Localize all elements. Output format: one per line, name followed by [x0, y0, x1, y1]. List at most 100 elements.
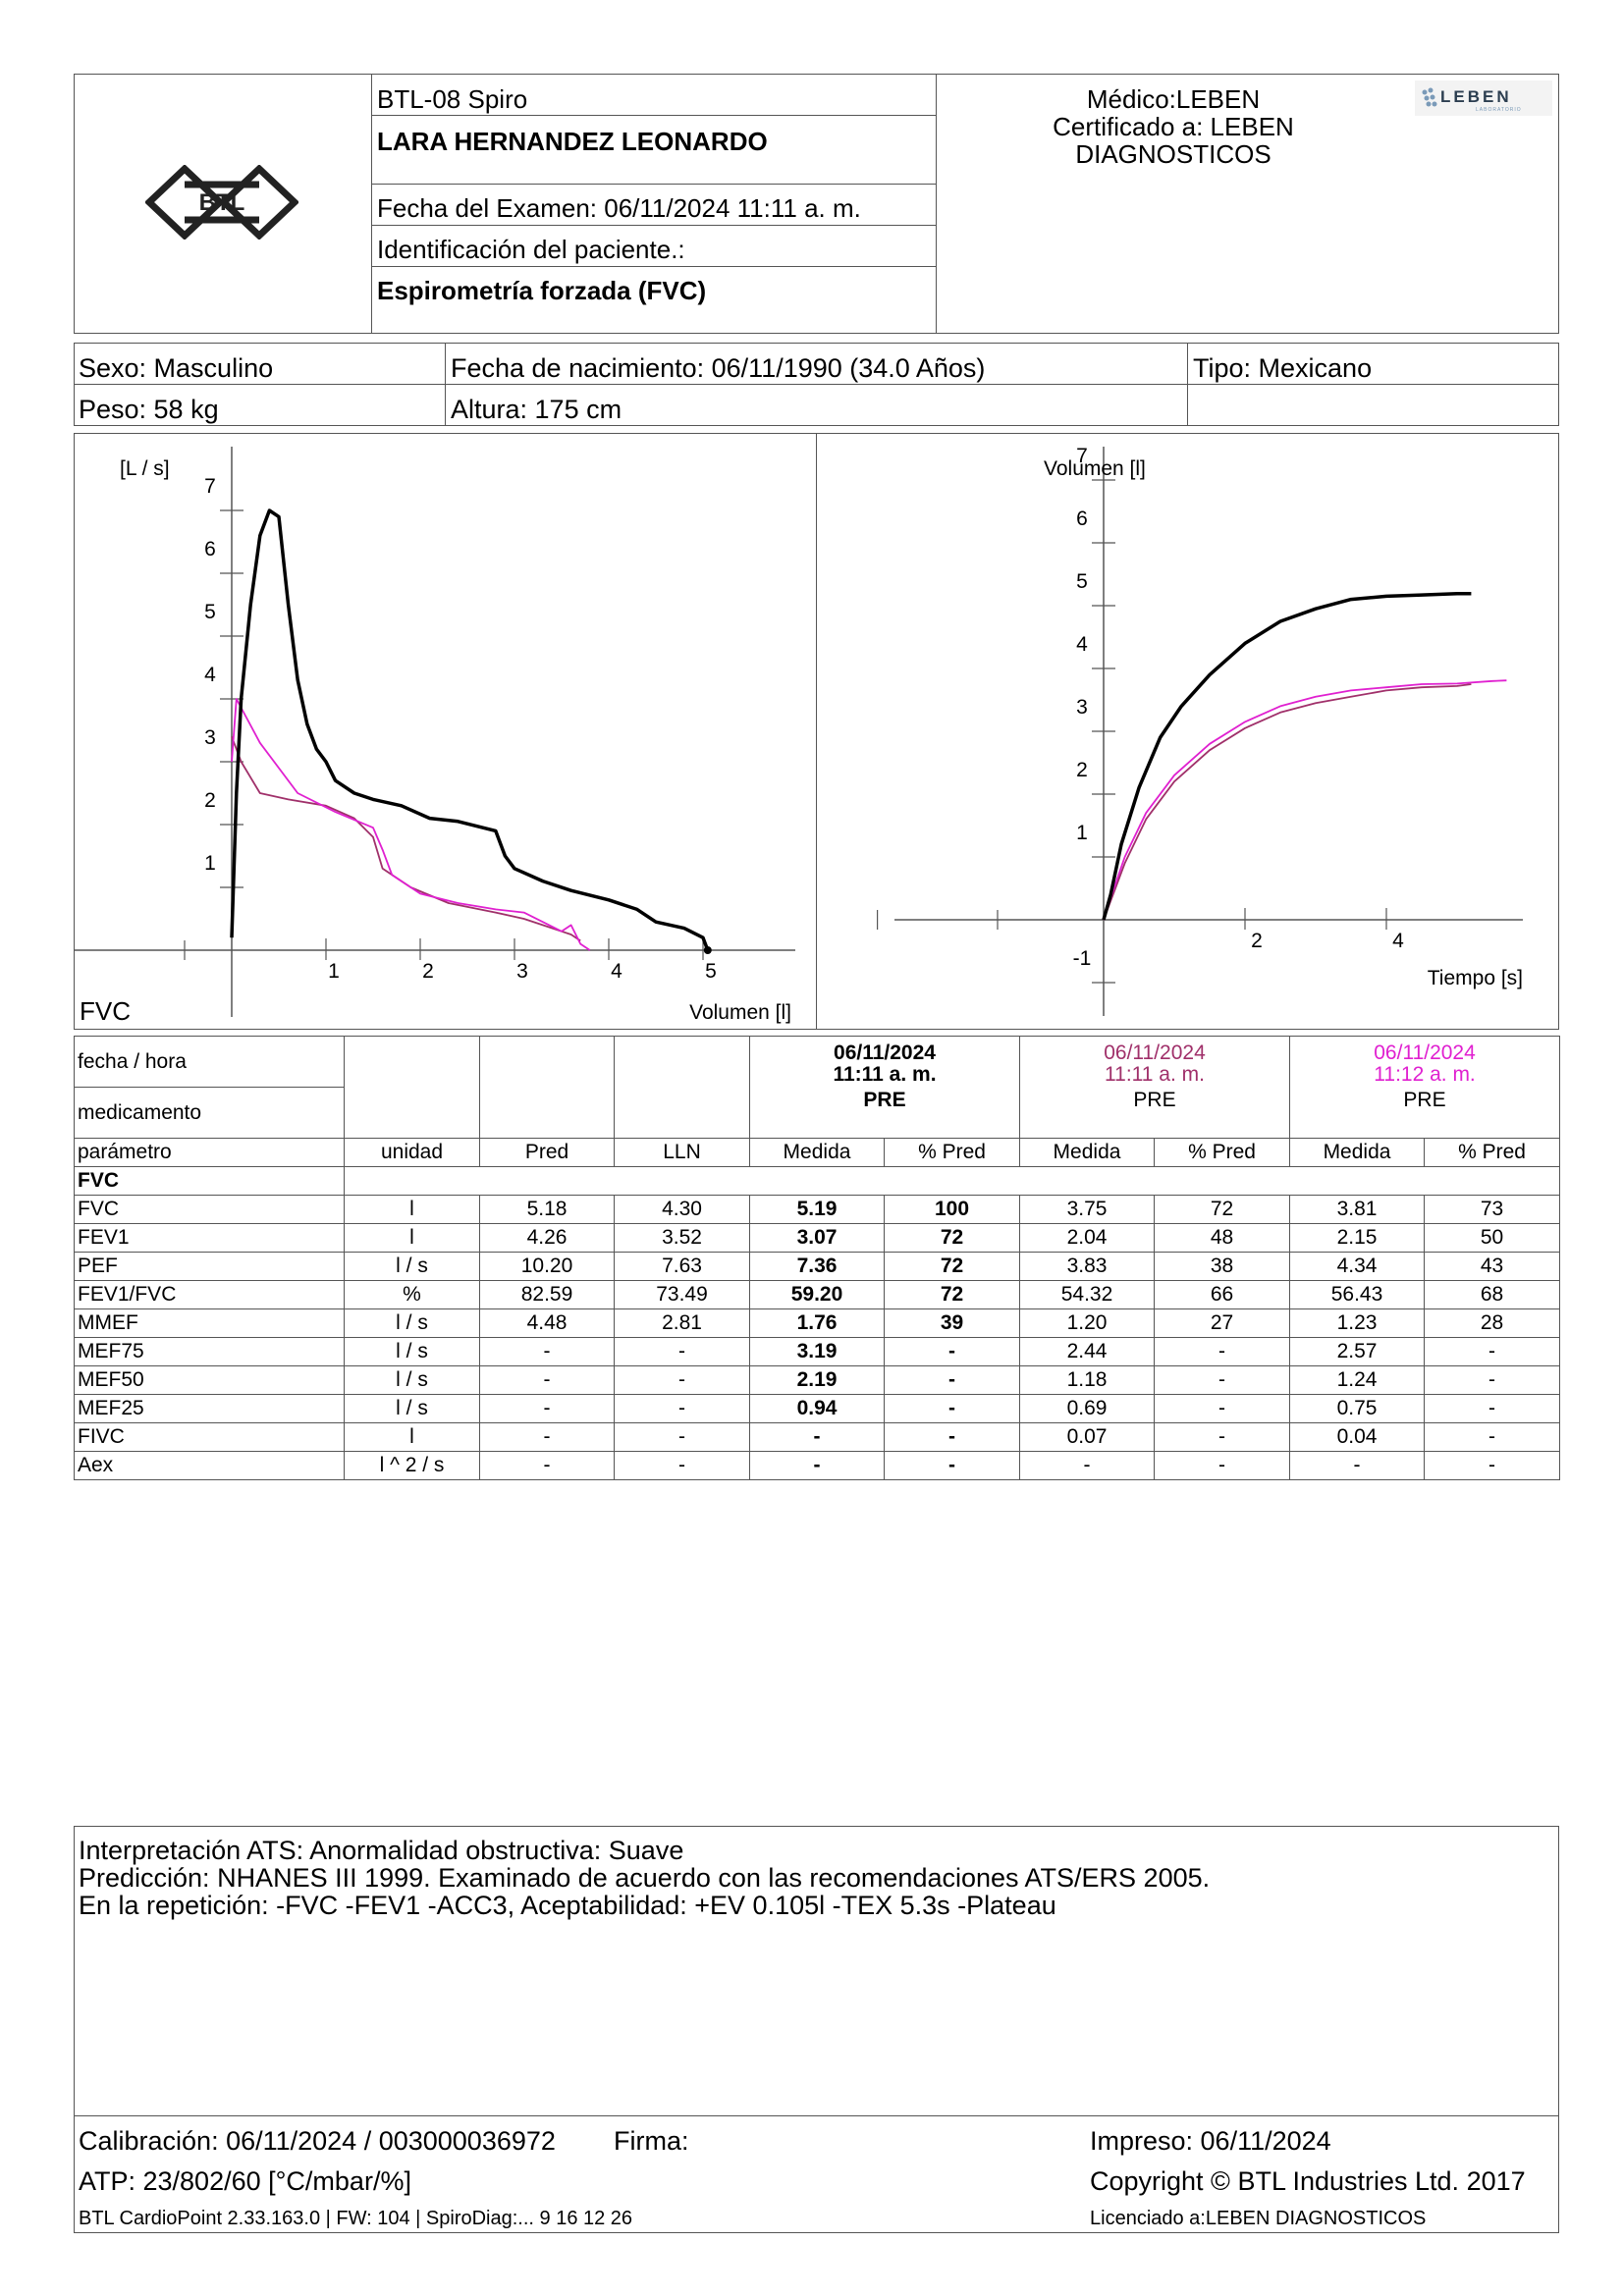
flow-volume-chart: 1 2 3 4 5 6 7 1 2 3 4 5 [L / s] Volumen [l] FVC [74, 447, 795, 1026]
x-tick-label: 1 [328, 960, 340, 983]
table-cell: 4.34 [1289, 1252, 1426, 1281]
table-cell: - [479, 1451, 615, 1480]
y-tick-label: 6 [1076, 507, 1088, 530]
table-cell: 7.36 [749, 1252, 885, 1281]
table-cell: 0.07 [1019, 1422, 1155, 1452]
session-1-date: 06/11/2024 [834, 1041, 936, 1064]
table-cell: - [1153, 1394, 1291, 1423]
patient-name: LARA HERNANDEZ LEONARDO [377, 127, 768, 156]
x-tick-label: 3 [516, 960, 528, 983]
y-tick-label: 5 [204, 601, 216, 623]
table-cell: 3.52 [614, 1223, 750, 1253]
patient-dob: Fecha de nacimiento: 06/11/1990 (34.0 Añ… [451, 353, 986, 383]
y-tick-label: 4 [1076, 633, 1088, 656]
table-row: Aex l ^ 2 / s-------- [74, 1451, 1561, 1480]
table-cell: - [479, 1422, 615, 1452]
table-cell: - [1424, 1365, 1561, 1395]
table-cell: - [749, 1451, 885, 1480]
table-cell: 3.19 [749, 1337, 885, 1366]
header-rule [371, 184, 936, 185]
table-row: FIVC l - - - -0.07-0.04- [74, 1422, 1561, 1452]
column-header: % Pred [1153, 1138, 1291, 1167]
svg-text:LEBEN: LEBEN [1440, 87, 1512, 106]
session-3-header: 06/11/2024 11:12 a. m. PRE [1289, 1036, 1561, 1139]
interpretation-line-2: Predicción: NHANES III 1999. Examinado d… [79, 1863, 1211, 1893]
x-tick-label: 4 [611, 960, 622, 983]
table-cell: - [884, 1394, 1020, 1423]
table-cell: 43 [1424, 1252, 1561, 1281]
series-line-1 [230, 508, 710, 951]
table-cell: 10.20 [479, 1252, 615, 1281]
table-cell: 48 [1153, 1223, 1291, 1253]
section-label: FVC [74, 1166, 345, 1196]
y-tick-label: 2 [1076, 759, 1088, 781]
table-cell: l [344, 1223, 480, 1253]
table-row: MEF50 l / s - -2.19-1.18-1.24- [74, 1365, 1561, 1395]
y-tick-label: 5 [1076, 570, 1088, 593]
table-cell: - [479, 1365, 615, 1395]
table-cell: 0.69 [1019, 1394, 1155, 1423]
column-header-row: parámetro unidad Pred LLN Medida% Pred Medida… [74, 1138, 1561, 1167]
table-cell: 2.04 [1019, 1223, 1155, 1253]
table-cell: - [1424, 1422, 1561, 1452]
table-cell: l / s [344, 1252, 480, 1281]
parameter-name: MEF75 [74, 1337, 345, 1366]
table-cell: 56.43 [1289, 1280, 1426, 1309]
column-header: % Pred [1424, 1138, 1561, 1167]
medicamento-row: medicamento [74, 1087, 1560, 1139]
table-cell: 7.63 [614, 1252, 750, 1281]
column-header: LLN [614, 1138, 750, 1167]
session-3-date: 06/11/2024 [1374, 1041, 1476, 1064]
patient-id: Identificación del paciente.: [377, 235, 685, 264]
printed-date: Impreso: 06/11/2024 [1090, 2126, 1331, 2156]
header-divider [936, 74, 937, 334]
patient-sex: Sexo: Masculino [79, 353, 274, 383]
y-tick-label: 1 [204, 852, 216, 875]
table-cell: 39 [884, 1308, 1020, 1338]
table-cell: - [749, 1422, 885, 1452]
series-line-3 [231, 698, 591, 951]
blank-cell [343, 1166, 1561, 1196]
table-cell: 59.20 [749, 1280, 885, 1309]
blank-cell [344, 1036, 480, 1139]
table-cell: 2.15 [1289, 1223, 1426, 1253]
table-cell: l [344, 1422, 480, 1452]
table-cell: 0.75 [1289, 1394, 1426, 1423]
header-rule [371, 266, 936, 267]
session-1-med: PRE [863, 1089, 906, 1111]
x-axis-label: Volumen [l] [689, 1001, 791, 1024]
session-2-date: 06/11/2024 [1104, 1041, 1206, 1064]
header-divider [371, 74, 372, 334]
session-1-header: 06/11/2024 11:11 a. m. PRE [749, 1036, 1020, 1139]
table-cell: 82.59 [479, 1280, 615, 1309]
y-tick-label: 7 [204, 475, 216, 498]
table-cell: l [344, 1195, 480, 1224]
session-2-header: 06/11/2024 11:11 a. m. PRE [1018, 1036, 1291, 1139]
table-cell: 73 [1424, 1195, 1561, 1224]
table-cell: - [884, 1422, 1020, 1452]
series-end-marker [703, 946, 712, 954]
table-cell: 4.48 [479, 1308, 615, 1338]
session-2-time: 11:11 a. m. [1105, 1063, 1205, 1086]
series-line-3 [1103, 679, 1507, 921]
y-axis-label: Volumen [l] [1044, 457, 1146, 480]
column-header: Pred [479, 1138, 615, 1167]
parameter-name: FEV1/FVC [74, 1280, 345, 1309]
parameter-name: PEF [74, 1252, 345, 1281]
table-cell: 5.19 [749, 1195, 885, 1224]
table-cell: l / s [344, 1308, 480, 1338]
y-tick-label: 6 [204, 538, 216, 561]
session-3-med: PRE [1403, 1089, 1446, 1111]
software-version: BTL CardioPoint 2.33.163.0 | FW: 104 | S… [79, 2208, 633, 2229]
header-rule [371, 225, 936, 226]
interpretation-box [74, 1826, 1559, 2233]
table-cell: l / s [344, 1337, 480, 1366]
patient-info-divider [445, 343, 446, 426]
table-cell: 72 [884, 1252, 1020, 1281]
fecha-label: fecha / hora [74, 1036, 345, 1088]
section-row: FVC [74, 1166, 1561, 1196]
interpretation-line-1: Interpretación ATS: Anormalidad obstruct… [79, 1836, 684, 1865]
table-cell: - [479, 1337, 615, 1366]
table-cell: 54.32 [1019, 1280, 1155, 1309]
table-cell: - [614, 1365, 750, 1395]
